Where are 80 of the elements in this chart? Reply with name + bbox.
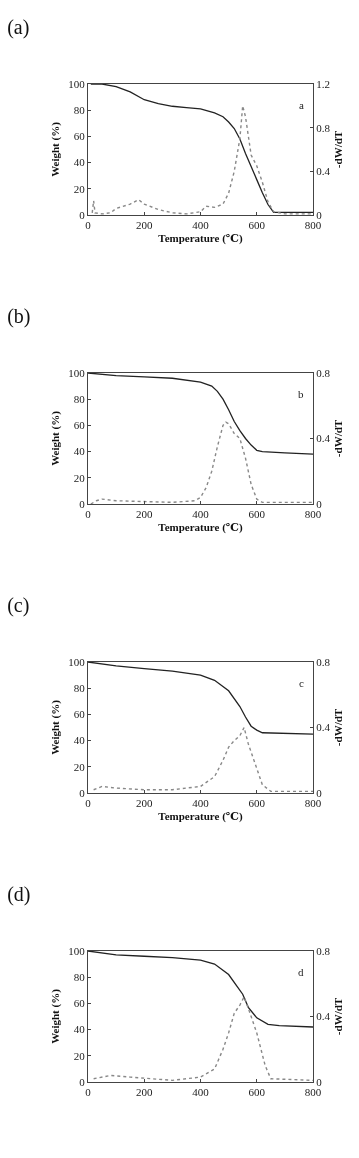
y-axis-title: Weight (%) <box>48 699 62 755</box>
y2-axis-title: -dW/dT <box>331 997 344 1036</box>
x-tick-label: 400 <box>192 508 210 521</box>
x-tick-label: 400 <box>192 219 210 232</box>
x-tick-label: 600 <box>248 219 266 232</box>
y2-tick-label: 1.2 <box>316 77 330 90</box>
y-tick-label: 0 <box>79 1075 86 1088</box>
x-tick-label: 200 <box>136 508 153 521</box>
y-tick-label: 100 <box>68 77 86 90</box>
line-series <box>92 996 313 1082</box>
y-tick-label: 80 <box>73 682 86 695</box>
annotation: a <box>299 99 304 111</box>
x-tick-label: 800 <box>304 219 322 232</box>
y2-tick-label: 0 <box>316 208 323 221</box>
chart-title: (d) <box>7 883 31 907</box>
y-tick-label: 0 <box>79 786 86 799</box>
y-tick-label: 100 <box>68 366 86 379</box>
annotation: d <box>298 966 304 978</box>
line-series <box>88 951 313 1028</box>
y-tick-label: 20 <box>73 760 86 773</box>
x-tick-label: 800 <box>304 508 322 521</box>
y2-axis-title: -dW/dT <box>331 419 344 458</box>
x-tick-label: 600 <box>248 797 266 810</box>
y2-tick-label: 0.8 <box>316 366 331 379</box>
y-tick-label: 80 <box>73 393 86 406</box>
y-tick-label: 80 <box>73 104 86 117</box>
x-tick-label: 600 <box>248 508 266 521</box>
y2-axis-title: -dW/dT <box>331 708 344 747</box>
line-series <box>90 421 313 504</box>
y-tick-label: 60 <box>73 419 86 432</box>
line-series <box>88 373 313 455</box>
y-tick-label: 80 <box>73 971 86 984</box>
annotation: c <box>299 677 304 689</box>
line-series <box>88 662 313 735</box>
y2-tick-label: 0.8 <box>316 944 331 957</box>
y-tick-label: 100 <box>68 655 86 668</box>
x-tick-label: 600 <box>248 1086 266 1099</box>
chart-title: (a) <box>7 16 30 40</box>
y-tick-label: 0 <box>79 208 86 221</box>
chart-title: (b) <box>7 305 31 329</box>
y2-tick-label: 0 <box>316 1075 323 1088</box>
y-tick-label: 60 <box>73 997 86 1010</box>
y2-tick-label: 0.8 <box>316 121 331 134</box>
y-tick-label: 60 <box>73 130 86 143</box>
y2-tick-label: 0.4 <box>316 1010 331 1023</box>
line-series <box>90 84 313 214</box>
y2-tick-label: 0.4 <box>316 165 331 178</box>
x-tick-label: 200 <box>136 219 153 232</box>
y-tick-label: 40 <box>73 1023 86 1036</box>
y2-tick-label: 0 <box>316 497 323 510</box>
x-tick-label: 200 <box>136 1086 153 1099</box>
y-tick-label: 20 <box>73 1049 86 1062</box>
y-tick-label: 0 <box>79 497 86 510</box>
x-axis-title: Temperature (℃) <box>158 810 244 824</box>
y2-tick-label: 0 <box>316 786 323 799</box>
y-axis-title: Weight (%) <box>48 121 62 177</box>
annotation: b <box>298 388 304 400</box>
x-tick-label: 400 <box>192 797 210 810</box>
y-axis-title: Weight (%) <box>48 410 62 466</box>
x-axis-title: Temperature (℃) <box>158 521 244 535</box>
x-tick-label: 800 <box>304 1086 322 1099</box>
y-tick-label: 20 <box>73 471 86 484</box>
y2-tick-label: 0.8 <box>316 655 331 668</box>
x-axis-title: Temperature (℃) <box>158 232 244 246</box>
y-tick-label: 20 <box>73 182 86 195</box>
x-tick-label: 200 <box>136 797 153 810</box>
y-tick-label: 100 <box>68 944 86 957</box>
y-tick-label: 40 <box>73 156 86 169</box>
y2-axis-title: -dW/dT <box>331 130 344 169</box>
chart-title: (c) <box>7 594 30 618</box>
y2-tick-label: 0.4 <box>316 721 331 734</box>
y-axis-title: Weight (%) <box>48 988 62 1044</box>
y-tick-label: 40 <box>73 734 86 747</box>
line-series <box>92 726 313 793</box>
line-series <box>91 105 313 215</box>
x-tick-label: 800 <box>304 797 322 810</box>
y-tick-label: 40 <box>73 445 86 458</box>
x-tick-label: 400 <box>192 1086 210 1099</box>
y-tick-label: 60 <box>73 708 86 721</box>
y2-tick-label: 0.4 <box>316 432 331 445</box>
